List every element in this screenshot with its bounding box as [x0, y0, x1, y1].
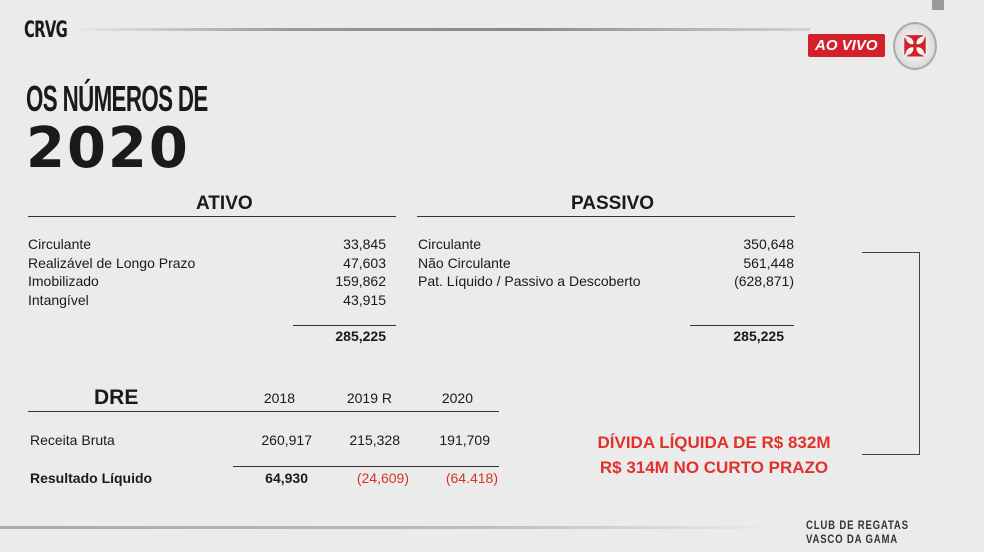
divider	[417, 216, 795, 217]
row-value: 43,915	[343, 291, 386, 308]
row-value: 33,845	[343, 236, 386, 252]
year-header: 2020	[441, 390, 473, 406]
row-label: Realizável de Longo Prazo	[28, 254, 196, 271]
receita-2020: 191,709	[439, 432, 490, 448]
row-value: 350,648	[743, 236, 794, 252]
title-year: 2020	[26, 116, 190, 181]
divider	[28, 216, 396, 217]
live-badge: AO VIVO	[808, 34, 885, 57]
row-value: (628,871)	[734, 273, 794, 289]
debt-callout: DÍVIDA LÍQUIDA DE R$ 832M R$ 314M NO CUR…	[570, 430, 858, 480]
ativo-table: Circulante 33,845 Realizável de Longo Pra…	[28, 236, 386, 310]
divider	[293, 325, 396, 326]
ativo-total: 285,225	[335, 328, 386, 344]
divider	[0, 526, 780, 529]
vasco-cross-icon: ✠	[893, 22, 937, 70]
year-header: 2018	[263, 390, 295, 406]
row-value: 159,862	[335, 273, 386, 289]
row-label: Não Circulante	[418, 254, 511, 271]
divider	[690, 325, 794, 326]
row-value: 47,603	[343, 254, 386, 271]
divider	[28, 411, 499, 412]
table-row: Pat. Líquido / Passivo a Descoberto (628,…	[418, 273, 794, 292]
divider	[233, 466, 499, 467]
logo: CRVG	[24, 18, 68, 43]
resultado-label: Resultado Líquido	[30, 470, 153, 486]
year-header: 2019 R	[346, 390, 392, 406]
table-row: Intangível 43,915	[28, 292, 386, 311]
row-value: 561,448	[743, 254, 794, 271]
resultado-2020: (64.418)	[445, 470, 498, 486]
row-label: Circulante	[418, 236, 482, 252]
footer-text: CLUB DE REGATAS VASCO DA GAMA	[806, 518, 909, 546]
table-row: Realizável de Longo Prazo 47,603	[28, 255, 386, 274]
row-label: Imobilizado	[28, 273, 99, 289]
passivo-table: Circulante 350,648 Não Circulante 561,448 …	[418, 236, 794, 292]
receita-2018: 260,917	[261, 432, 312, 448]
row-label: Pat. Líquido / Passivo a Descoberto	[418, 273, 641, 289]
table-row: Circulante 350,648	[418, 236, 794, 255]
resultado-2018: 64,930	[265, 470, 308, 486]
title-line1: OS NÚMEROS DE	[26, 78, 208, 119]
row-label: Intangível	[28, 291, 89, 308]
dre-heading: DRE	[94, 386, 139, 409]
receita-2019: 215,328	[349, 432, 400, 448]
table-row: Imobilizado 159,862	[28, 273, 386, 292]
passivo-heading: PASSIVO	[571, 193, 655, 214]
ativo-heading: ATIVO	[196, 193, 253, 214]
passivo-total: 285,225	[733, 328, 784, 344]
corner-icon	[932, 0, 944, 10]
table-row: Não Circulante 561,448	[418, 255, 794, 274]
debt-line1: DÍVIDA LÍQUIDA DE R$ 832M	[597, 433, 831, 452]
bracket	[862, 252, 920, 455]
row-label: Circulante	[28, 236, 92, 252]
divider	[70, 28, 810, 31]
debt-line2: R$ 314M NO CURTO PRAZO	[599, 458, 829, 477]
resultado-2019: (24,609)	[356, 470, 409, 486]
receita-label: Receita Bruta	[30, 432, 115, 448]
table-row: Circulante 33,845	[28, 236, 386, 255]
